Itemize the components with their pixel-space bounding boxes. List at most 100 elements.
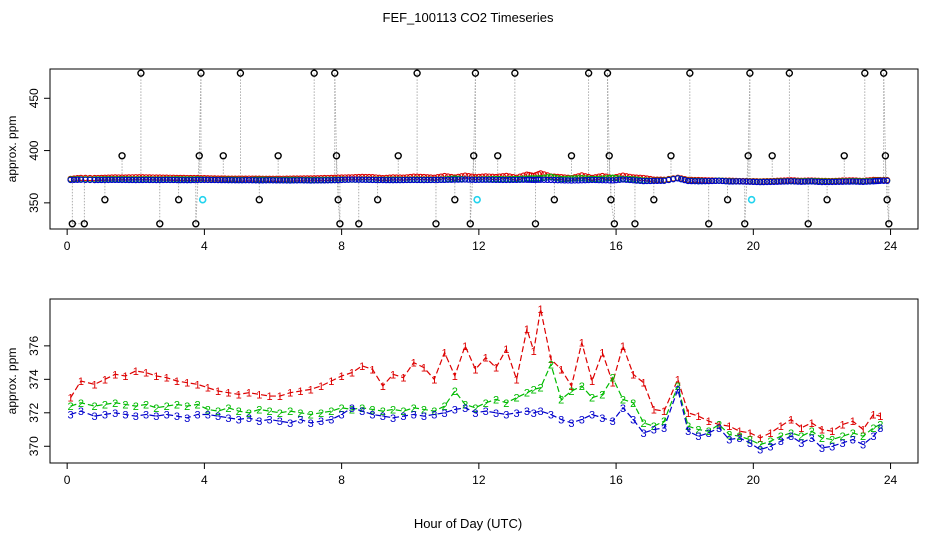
series-1-point: 1 bbox=[246, 388, 252, 400]
baseline-point bbox=[544, 176, 551, 184]
series-1-point: 1 bbox=[531, 346, 537, 358]
baseline-point bbox=[733, 178, 740, 185]
series-2-point: 2 bbox=[225, 403, 231, 415]
baseline-point bbox=[492, 176, 500, 183]
outlier-point bbox=[174, 196, 183, 204]
series-3-point: 3 bbox=[685, 426, 691, 438]
outlier-point bbox=[219, 152, 227, 160]
outlier-point bbox=[197, 69, 205, 77]
series-1-point: 1 bbox=[411, 358, 417, 370]
baseline-point bbox=[709, 177, 716, 185]
baseline-point bbox=[532, 176, 540, 183]
baseline-point bbox=[266, 177, 273, 184]
bottom-x-tick-label: 20 bbox=[747, 473, 761, 487]
baseline-point bbox=[877, 177, 884, 184]
outlier-point bbox=[432, 220, 440, 228]
baseline-point bbox=[242, 177, 249, 184]
baseline-point bbox=[472, 176, 479, 183]
baseline-point bbox=[407, 176, 414, 184]
series-2-point: 2 bbox=[651, 421, 657, 433]
series-3-point: 3 bbox=[819, 443, 825, 455]
baseline-point bbox=[437, 176, 445, 184]
baseline-point bbox=[479, 176, 486, 183]
baseline-point bbox=[815, 178, 822, 185]
series-3-point: 3 bbox=[568, 418, 574, 430]
series-1-point: 1 bbox=[174, 376, 180, 388]
baseline-point bbox=[513, 176, 520, 183]
baseline-point bbox=[791, 178, 798, 185]
baseline-point bbox=[293, 177, 301, 184]
baseline-point bbox=[528, 176, 535, 183]
baseline-point bbox=[496, 176, 503, 184]
baseline-point bbox=[715, 177, 723, 184]
series-1-point: 1 bbox=[267, 391, 273, 403]
baseline-point bbox=[369, 176, 376, 184]
series-2-point: 2 bbox=[92, 401, 98, 413]
baseline-point bbox=[846, 178, 853, 185]
baseline-point bbox=[365, 176, 373, 184]
baseline-point bbox=[359, 176, 366, 183]
baseline-point bbox=[808, 178, 815, 185]
outlier-point bbox=[607, 196, 615, 204]
top-outlier-points bbox=[68, 69, 893, 228]
outlier-point bbox=[236, 69, 245, 77]
series-2-point: 2 bbox=[246, 408, 252, 420]
series-1-point: 1 bbox=[236, 389, 242, 401]
series-2-point: 2 bbox=[726, 430, 732, 442]
baseline-point bbox=[558, 177, 565, 184]
baseline-point bbox=[146, 176, 153, 184]
series-1-point: 1 bbox=[651, 404, 657, 416]
series-1-point: 1 bbox=[256, 389, 262, 401]
baseline-point bbox=[503, 176, 510, 184]
baseline-point bbox=[585, 176, 592, 184]
series-2-point: 2 bbox=[462, 399, 468, 411]
baseline-point bbox=[640, 177, 647, 185]
outlier-point bbox=[605, 152, 613, 160]
baseline-point bbox=[818, 178, 826, 186]
baseline-point bbox=[256, 177, 263, 184]
series-1-point: 1 bbox=[421, 363, 427, 375]
baseline-point bbox=[403, 176, 410, 184]
baseline-point bbox=[712, 177, 719, 185]
series-1-point: 1 bbox=[675, 374, 681, 386]
series-2-point: 2 bbox=[778, 431, 784, 443]
series-3-point: 3 bbox=[839, 438, 845, 450]
baseline-point bbox=[643, 177, 651, 185]
series-2-point: 2 bbox=[661, 416, 667, 428]
outlier-point bbox=[68, 220, 77, 228]
outlier-point bbox=[823, 196, 831, 204]
series-2: 2 2 2 2 2 2 2 2 2 2 2 2 2 2 2 2 2 2 2 2 2 2 2 2 2 2 2 2 2 2 2 2 2 2 2 2 222 2… bbox=[68, 359, 884, 451]
baseline-point bbox=[331, 177, 338, 184]
series-1-point: 1 bbox=[819, 425, 825, 437]
series-2-point: 2 bbox=[174, 399, 180, 411]
series-3-point: 3 bbox=[380, 411, 386, 423]
connector-line bbox=[744, 155, 749, 224]
series-3-point: 3 bbox=[205, 409, 211, 421]
baseline-point bbox=[273, 177, 280, 184]
baseline-point bbox=[177, 176, 184, 184]
cyan-point bbox=[198, 195, 207, 204]
outlier-point bbox=[883, 196, 891, 204]
baseline-point bbox=[283, 177, 290, 184]
outlier-point bbox=[331, 69, 339, 77]
series-2-point: 2 bbox=[256, 404, 262, 416]
series-1-point: 1 bbox=[757, 433, 763, 445]
top-panel: approx. ppm 0 4 8 12 16 20 24 350 400 450 bbox=[5, 68, 919, 253]
baseline-point bbox=[705, 177, 712, 185]
series-3-point: 3 bbox=[308, 418, 314, 430]
series-2-point: 2 bbox=[757, 440, 763, 452]
outlier-point bbox=[471, 69, 480, 77]
baseline-point bbox=[410, 176, 417, 184]
series-2-point: 2 bbox=[747, 435, 753, 447]
series-1-point: 1 bbox=[122, 371, 128, 383]
baseline-point bbox=[798, 178, 805, 185]
series-3-point: 3 bbox=[78, 406, 84, 418]
baseline-point bbox=[691, 178, 699, 185]
series-2-point: 2 bbox=[164, 401, 170, 413]
outlier-point bbox=[785, 69, 794, 77]
baseline-point bbox=[853, 178, 860, 185]
baseline-point bbox=[856, 178, 863, 185]
baseline-point bbox=[245, 177, 253, 184]
baseline-point bbox=[184, 177, 191, 184]
